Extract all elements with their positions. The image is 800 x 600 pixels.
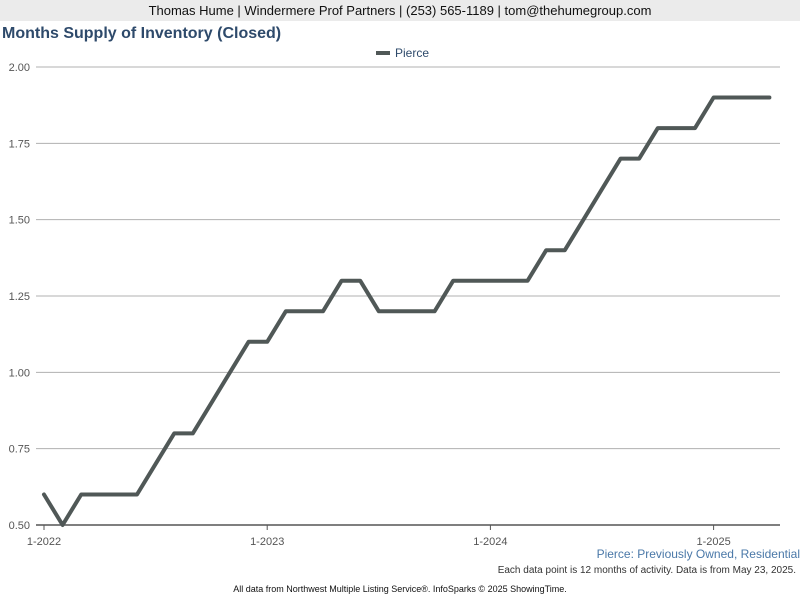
- data-point: [284, 309, 288, 313]
- y-tick-label: 0.50: [9, 520, 30, 532]
- source-footer: All data from Northwest Multiple Listing…: [233, 584, 567, 594]
- data-point: [619, 157, 623, 161]
- data-point: [470, 279, 474, 283]
- data-point: [395, 309, 399, 313]
- x-axis: 1-2022 1-2023 1-2024 1-2025: [27, 524, 780, 548]
- data-point: [42, 492, 46, 496]
- x-tick-label: 1-2025: [696, 536, 730, 548]
- data-point: [265, 340, 269, 344]
- data-point: [526, 279, 530, 283]
- data-point: [674, 126, 678, 130]
- series-layer: [42, 95, 772, 527]
- data-point: [79, 492, 83, 496]
- y-tick-label: 2.00: [9, 62, 30, 74]
- data-point: [600, 187, 604, 191]
- data-point: [693, 126, 697, 130]
- data-point: [302, 309, 306, 313]
- data-point: [563, 248, 567, 252]
- data-note: Each data point is 12 months of activity…: [497, 565, 796, 576]
- data-point: [414, 309, 418, 313]
- data-point: [358, 279, 362, 283]
- data-point: [507, 279, 511, 283]
- legend-label-pierce: Pierce: [395, 46, 430, 60]
- y-axis-ticks: 0.50 0.75 1.00 1.25 1.50 1.75 2.00: [9, 62, 30, 532]
- x-tick-label: 1-2022: [27, 536, 61, 548]
- data-point: [228, 370, 232, 374]
- y-tick-label: 1.50: [9, 215, 30, 227]
- data-point: [321, 309, 325, 313]
- data-point: [116, 492, 120, 496]
- data-point: [656, 126, 660, 130]
- contact-header: Thomas Hume | Windermere Prof Partners |…: [0, 0, 800, 21]
- gridlines: [36, 66, 780, 450]
- y-tick-label: 1.00: [9, 367, 30, 379]
- data-point: [451, 279, 455, 283]
- y-tick-label: 1.25: [9, 291, 30, 303]
- chart-title: Months Supply of Inventory (Closed): [2, 25, 282, 42]
- data-point: [637, 157, 641, 161]
- data-point: [340, 279, 344, 283]
- data-point: [433, 309, 437, 313]
- data-point: [581, 218, 585, 222]
- data-point: [191, 431, 195, 435]
- data-point: [135, 492, 139, 496]
- data-point: [98, 492, 102, 496]
- data-point: [209, 401, 213, 405]
- data-point: [730, 96, 734, 100]
- legend-swatch: [376, 51, 390, 55]
- chart-subtitle: Pierce: Previously Owned, Residential: [596, 547, 800, 561]
- data-point: [712, 96, 716, 100]
- contact-text: Thomas Hume | Windermere Prof Partners |…: [148, 3, 652, 18]
- y-tick-label: 0.75: [9, 444, 30, 456]
- series-line-pierce: [42, 95, 772, 527]
- data-point: [377, 309, 381, 313]
- data-point: [749, 96, 753, 100]
- data-point: [488, 279, 492, 283]
- x-tick-label: 1-2024: [473, 536, 507, 548]
- data-point: [61, 523, 65, 527]
- data-point: [154, 462, 158, 466]
- y-tick-label: 1.75: [9, 138, 30, 150]
- data-point: [172, 431, 176, 435]
- chart-legend[interactable]: Pierce: [376, 45, 429, 61]
- data-point: [247, 340, 251, 344]
- data-point: [767, 96, 771, 100]
- x-tick-label: 1-2023: [250, 536, 284, 548]
- data-point: [544, 248, 548, 252]
